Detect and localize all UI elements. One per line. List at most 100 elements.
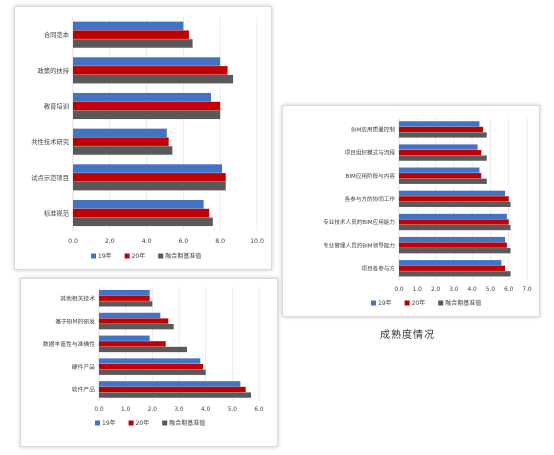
chart-1-bar: [73, 74, 234, 84]
chart-2-tick-label: 4.0: [468, 287, 478, 293]
chart-1-svg: 0.0 2.0 4.0 6.0 8.0 10.0 合同范本政策的扶持教育培训共性技术研究试点…: [31, 17, 264, 260]
chart-3-bar: [99, 301, 153, 307]
chart-3-legend-label: 20年: [136, 419, 150, 427]
chart-2-bar: [399, 132, 487, 138]
chart-3-svg: 0.0 1.0 2.0 3.0 4.0 5.0 6.0 其他相关技术基于BIM的研发数据丰富性…: [43, 287, 264, 427]
chart-2-bar: [399, 248, 511, 254]
chart-1-legend: 19年 20年 融合期基准值: [91, 252, 201, 260]
chart-2-category-label: BIM应用阶段与内容: [346, 172, 396, 180]
chart-2-svg: 0.0 1.0 2.0 3.0 4.0 5.0 6.0 7.0 BIM应用质量控制项目组织模式与…: [323, 118, 532, 307]
chart-1-category-label: 共性技术研究: [31, 137, 69, 146]
chart-3-category-label: 基于BIM的研发: [55, 317, 95, 325]
chart-2-bar: [399, 126, 484, 133]
chart-2-bar: [399, 167, 480, 173]
chart-1-category-label: 政策的扶持: [38, 66, 70, 75]
chart-3-legend-swatch: [95, 420, 100, 426]
chart-1-bar: [73, 199, 204, 209]
chart-3-bar: [99, 392, 251, 398]
chart-1-plot: 0.0 2.0 4.0 6.0 8.0 10.0 合同范本政策的扶持教育培训共性技术研究试点…: [31, 17, 264, 245]
chart-3-plot: 0.0 1.0 2.0 3.0 4.0 5.0 6.0 其他相关技术基于BIM的研发数据丰富性…: [43, 287, 264, 413]
chart-3-legend-label: 融合期基准值: [169, 419, 205, 427]
chart-1-tick-label: 0.0: [68, 238, 78, 245]
chart-2-category-label: 各参与方的协同工作: [345, 195, 396, 203]
chart-2-tick-label: 5.0: [486, 287, 496, 293]
chart-1-category-label: 合同范本: [44, 30, 70, 39]
chart-1-legend-label: 20年: [132, 252, 146, 260]
chart-1-bar: [73, 181, 226, 191]
chart-panel-2: 0.0 1.0 2.0 3.0 4.0 5.0 6.0 7.0 BIM应用质量控制 项目组织模式与…: [282, 105, 540, 317]
chart-1-tick-label: 2.0: [105, 238, 115, 245]
chart-2-bar: [399, 260, 502, 266]
chart-3-category-label: 其他相关技术: [60, 294, 95, 302]
chart-1-bar: [73, 128, 167, 138]
chart-2-legend-swatch: [438, 300, 444, 306]
chart-1-bar: [73, 39, 193, 48]
chart-1-bar: [73, 137, 169, 146]
chart-2-legend-label: 融合期基准值: [445, 299, 481, 307]
chart-3-tick-label: 4.0: [201, 407, 211, 413]
chart-1-category-label: 试点示范项目: [31, 173, 69, 182]
chart-2-bar: [399, 219, 509, 225]
chart-3-category-label: 硬件产品: [72, 363, 95, 371]
chart-3-category-label: 软件产品: [72, 386, 95, 394]
chart-2-bar: [399, 178, 487, 184]
chart-panel-3: 0.0 1.0 2.0 3.0 4.0 5.0 6.0 其他相关技术 基于BIM的研发 数据丰富性…: [20, 278, 278, 447]
chart-2-category-label: 项目各参与方: [361, 264, 395, 272]
chart-2-bar: [399, 144, 478, 150]
chart-3-legend-label: 19年: [102, 419, 116, 427]
chart-1-legend-swatch: [91, 253, 96, 259]
chart-2-bar: [399, 173, 482, 179]
chart-2-bar: [399, 196, 509, 202]
chart-1-bar: [73, 208, 210, 218]
chart-1-category-label: 教育培训: [44, 101, 69, 110]
chart-1-bar: [73, 30, 189, 39]
chart-1-bar: [73, 173, 226, 182]
chart-2-legend-swatch: [371, 300, 376, 306]
chart-1-bar: [73, 101, 221, 111]
chart-3-legend: 19年 20年 融合期基准值: [95, 419, 205, 427]
chart-panel-1: 0.0 2.0 4.0 6.0 8.0 10.0 合同范本 政策的扶持 教育培训 共性技术研究 试点…: [14, 6, 272, 270]
chart-3-bar: [99, 318, 169, 324]
chart-1-legend-label: 融合期基准值: [165, 252, 201, 260]
chart-1-legend-swatch: [158, 253, 164, 259]
chart-1-bar: [73, 66, 228, 75]
chart-3-bar: [99, 346, 187, 353]
chart-1-tick-label: 4.0: [142, 238, 152, 245]
chart-1-tick-label: 10.0: [250, 238, 264, 245]
chart-1-bar: [73, 57, 221, 66]
chart-3-bar: [99, 295, 150, 301]
chart-3-legend-swatch: [128, 420, 134, 426]
chart-2-legend-label: 20年: [412, 299, 426, 307]
chart-2-plot: 0.0 1.0 2.0 3.0 4.0 5.0 6.0 7.0 BIM应用质量控制项目组织模式与…: [323, 118, 532, 293]
chart-1-bar: [73, 21, 184, 31]
chart-1-legend-swatch: [124, 253, 130, 259]
chart-3-bar: [99, 358, 201, 364]
chart-1-bar: [73, 217, 213, 227]
chart-3-tick-label: 5.0: [228, 407, 238, 413]
chart-2-tick-label: 6.0: [504, 287, 514, 293]
chart-1-bar: [73, 110, 221, 120]
chart-3-legend-swatch: [162, 420, 168, 426]
chart-2-bar: [399, 149, 482, 156]
chart-2-tick-label: 3.0: [449, 287, 459, 293]
chart-3-bar: [99, 369, 206, 375]
chart-3-bar: [99, 381, 241, 387]
chart-2-tick-label: 2.0: [431, 287, 441, 293]
chart-1-legend-label: 19年: [98, 252, 112, 260]
chart-2-legend-swatch: [404, 300, 410, 306]
chart-2-bar: [399, 121, 480, 127]
chart-2-legend: 19年 20年 融合期基准值: [371, 299, 481, 307]
chart-3-tick-label: 1.0: [121, 407, 131, 413]
chart-1-tick-label: 6.0: [178, 238, 188, 245]
chart-2-bar: [399, 213, 507, 220]
chart-2-category-label: BIM应用质量控制: [351, 126, 395, 134]
chart-2-category-label: 专业管理人员的BIM领导能力: [323, 241, 395, 249]
chart-2-category-label: 专业技术人员的BIM应用能力: [323, 218, 395, 226]
chart-3-bar: [99, 341, 166, 347]
chart-2-bar: [399, 190, 506, 196]
chart-2-tick-label: 0.0: [394, 287, 404, 293]
chart-2-tick-label: 1.0: [413, 287, 423, 293]
chart-3-bar: [99, 289, 150, 296]
chart-2-tick-label: 7.0: [522, 287, 532, 293]
